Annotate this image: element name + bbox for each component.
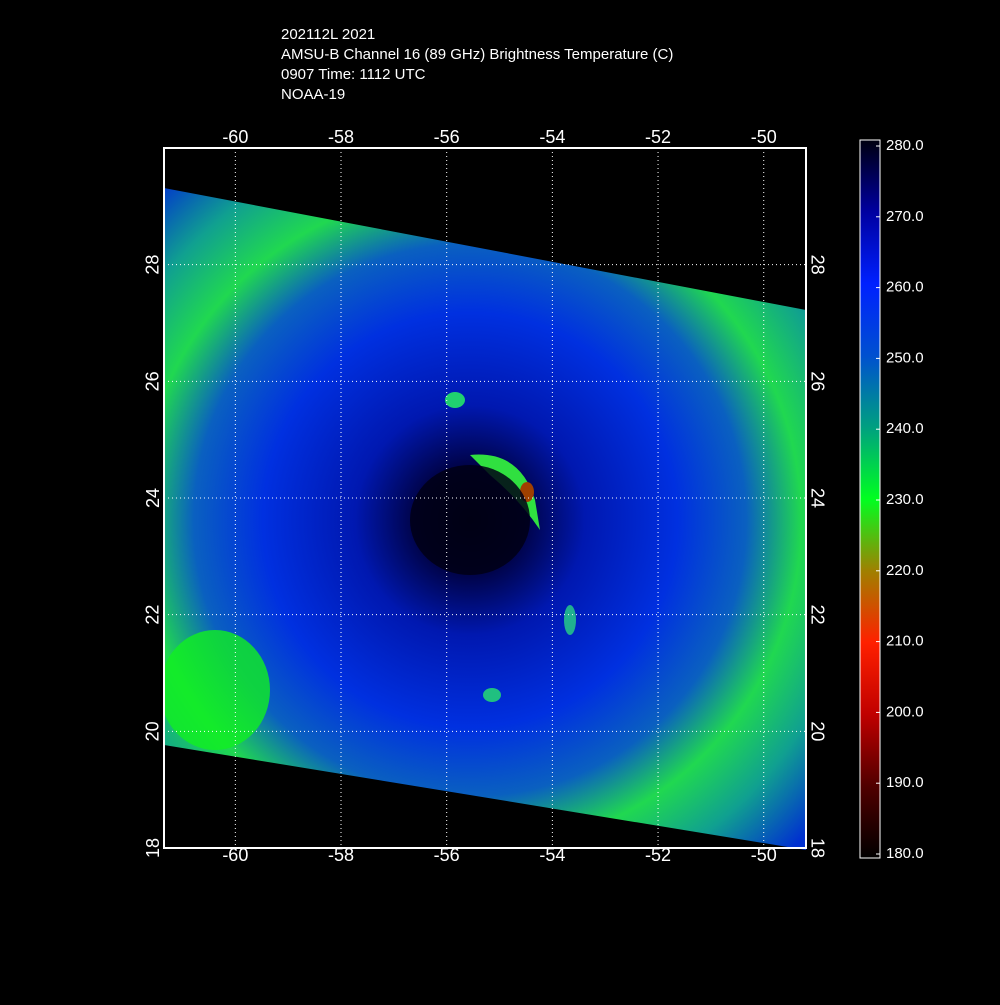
rainband	[164, 630, 270, 750]
y-tick-label: 22	[143, 605, 163, 625]
y-tick-label: 22	[807, 605, 827, 625]
y-tick-label: 24	[807, 488, 827, 508]
x-tick-label: -60	[222, 845, 248, 865]
title-line: AMSU-B Channel 16 (89 GHz) Brightness Te…	[281, 46, 673, 63]
colorbar	[859, 139, 881, 859]
x-tick-label: -60	[222, 127, 248, 147]
x-tick-label: -50	[751, 845, 777, 865]
y-tick-label: 26	[143, 371, 163, 391]
y-tick-label: 28	[807, 255, 827, 275]
eye	[410, 465, 530, 575]
colorbar-label: 180.0	[886, 845, 924, 862]
colorbar-label: 280.0	[886, 137, 924, 154]
cell	[483, 688, 501, 702]
colorbar-label: 240.0	[886, 420, 924, 437]
y-tick-label: 18	[807, 838, 827, 858]
x-tick-label: -58	[328, 845, 354, 865]
colorbar-label: 250.0	[886, 349, 924, 366]
title-line: 0907 Time: 1112 UTC	[281, 66, 426, 83]
y-tick-label: 18	[143, 838, 163, 858]
x-tick-label: -50	[751, 127, 777, 147]
colorbar-label: 210.0	[886, 633, 924, 650]
cell	[564, 605, 576, 635]
x-tick-label: -58	[328, 127, 354, 147]
colorbar-label: 190.0	[886, 774, 924, 791]
y-tick-label: 28	[143, 255, 163, 275]
cell	[445, 392, 465, 408]
x-tick-label: -52	[645, 127, 671, 147]
title-line: 202112L 2021	[281, 26, 375, 43]
colorbar-label: 200.0	[886, 703, 924, 720]
y-tick-label: 20	[807, 721, 827, 741]
x-tick-label: -56	[434, 845, 460, 865]
title-line: NOAA-19	[281, 86, 345, 103]
x-tick-label: -54	[539, 845, 565, 865]
y-tick-label: 24	[143, 488, 163, 508]
x-tick-label: -56	[434, 127, 460, 147]
title-block: 202112L 2021 AMSU-B Channel 16 (89 GHz) …	[281, 26, 673, 103]
colorbar-label: 230.0	[886, 491, 924, 508]
y-tick-label: 20	[143, 721, 163, 741]
x-tick-label: -54	[539, 127, 565, 147]
colorbar-label: 270.0	[886, 208, 924, 225]
colorbar-label: 260.0	[886, 279, 924, 296]
colorbar-label: 220.0	[886, 562, 924, 579]
swath-image	[164, 188, 806, 850]
x-tick-label: -52	[645, 845, 671, 865]
y-tick-label: 26	[807, 371, 827, 391]
